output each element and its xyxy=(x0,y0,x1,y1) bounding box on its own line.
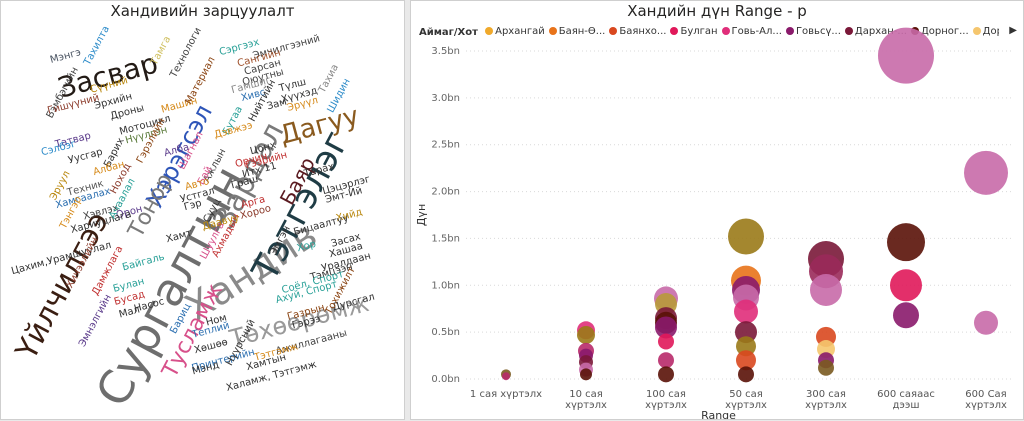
bubble-point xyxy=(736,336,756,357)
x-tick-line: 10 сая xyxy=(569,389,603,400)
chart-title: Хандийн дүн Range - р xyxy=(627,2,807,20)
bubble-point xyxy=(736,350,756,371)
word-cloud: Сургалтын Хандив Тэтгэлэг Үйлчилгээ Зардал За… xyxy=(1,23,406,421)
x-tick-label: 600 саяаас дээш xyxy=(877,389,935,411)
word-cloud-panel: Хандивийн зарцуулалт Сургалтын Хандив Тэтг… xyxy=(0,0,405,420)
legend-item[interactable]: Баян-Ө... xyxy=(548,26,606,37)
x-tick-line: 600 Сая xyxy=(965,389,1006,400)
bubble-point xyxy=(580,368,592,381)
legend-dot-icon xyxy=(548,27,557,35)
bubble-chart: 0.0bn 0.5bn 1.0bn 1.5bn 2.0bn 2.5bn 3.0bn 3.5bn… xyxy=(415,27,1011,419)
legend-item[interactable]: Дархан-... xyxy=(844,26,907,37)
bubble-point xyxy=(738,366,754,383)
bubble-point xyxy=(878,27,934,84)
legend-dot-icon xyxy=(670,27,679,35)
bubble-point xyxy=(974,310,998,335)
word-cloud-word: Зам xyxy=(265,96,289,113)
legend-label: Дархан-... xyxy=(854,26,907,37)
bubble-point xyxy=(655,316,677,339)
word-cloud-word: Материал xyxy=(183,55,218,107)
legend-title: Аймаг/Хот xyxy=(419,26,478,38)
x-tick-line: хүртэлх xyxy=(565,400,607,411)
x-tick-line: хүртэлх xyxy=(645,400,687,411)
legend-label: Архангай xyxy=(495,26,545,37)
legend-item[interactable]: Говь-Ал... xyxy=(721,26,782,37)
word-cloud-word: Мэнгэ xyxy=(48,47,82,66)
x-tick-line: 300 сая xyxy=(806,389,846,400)
legend-label: Булган xyxy=(680,26,718,37)
x-tick-label: 1 сая хүртэлх xyxy=(470,389,542,400)
bubble-point xyxy=(658,366,674,383)
word-cloud-word: Дэвжээ xyxy=(212,120,254,141)
y-tick-label: 0.0bn xyxy=(431,374,460,385)
bubble-point xyxy=(735,321,757,344)
legend-label: Говьсү... xyxy=(795,26,841,37)
legend-dot-icon xyxy=(844,27,853,35)
bubble-point xyxy=(817,340,835,359)
bubble-point xyxy=(893,302,919,329)
word-cloud-word: Эмнэлгийн xyxy=(77,292,114,349)
x-axis-title: Range xyxy=(701,409,736,419)
legend-dot-icon xyxy=(485,27,494,35)
x-tick-label: 300 сая хүртэлх xyxy=(805,389,847,411)
legend-label: Дорнод xyxy=(982,26,999,37)
legend-dot-icon xyxy=(721,27,730,35)
y-tick-label: 1.5bn xyxy=(431,233,460,244)
y-tick-label: 2.5bn xyxy=(431,140,460,151)
bubble-point xyxy=(890,269,922,302)
legend-item[interactable]: Дорнод xyxy=(972,26,999,37)
x-tick-line: 1 сая хүртэлх xyxy=(470,389,542,400)
bubble-point xyxy=(734,299,758,324)
bubble-point xyxy=(964,150,1008,195)
legend-label: Баянхо... xyxy=(619,26,667,37)
y-axis-title: Дүн xyxy=(415,204,428,226)
legend-item[interactable]: Булган xyxy=(670,26,718,37)
x-tick-line: 50 сая xyxy=(729,389,763,400)
x-tick-label: 100 сая хүртэлх xyxy=(645,389,687,411)
x-tick-line: 600 саяаас xyxy=(877,389,935,400)
bubble-chart-panel: Хандийн дүн Range - р Аймаг/Хот Архангай… xyxy=(410,0,1024,420)
bubble-point xyxy=(887,223,925,262)
bubble-point xyxy=(728,218,764,255)
legend-item[interactable]: Архангай xyxy=(485,26,545,37)
legend-dot-icon xyxy=(785,27,794,35)
bubble-point xyxy=(810,273,842,306)
word-cloud-title: Хандивийн зарцуулалт xyxy=(110,2,295,20)
legend-dot-icon xyxy=(972,27,981,35)
y-tick-label: 3.0bn xyxy=(431,93,460,104)
x-tick-line: хүртэлх xyxy=(725,400,767,411)
bubble-point xyxy=(577,325,595,344)
legend-label: Говь-Ал... xyxy=(731,26,782,37)
legend-item[interactable]: Баянхо... xyxy=(609,26,666,37)
x-tick-label: 10 сая хүртэлх xyxy=(565,389,607,411)
x-tick-label: 600 Сая хүртэлх xyxy=(965,389,1007,411)
legend-label: Баян-Ө... xyxy=(558,26,606,37)
legend-label: Дорног... xyxy=(920,26,969,37)
y-tick-label: 1.0bn xyxy=(431,280,460,291)
legend-dot-icon xyxy=(609,27,618,35)
x-tick-line: 100 сая xyxy=(646,389,686,400)
x-tick-line: дээш xyxy=(892,400,919,411)
bubble-point xyxy=(502,372,510,381)
legend-item[interactable]: Говьсү... xyxy=(785,26,841,37)
bubble-point xyxy=(658,333,674,350)
bubble-point xyxy=(818,359,834,376)
y-tick-label: 2.0bn xyxy=(431,187,460,198)
x-tick-line: хүртэлх xyxy=(965,400,1007,411)
x-tick-label: 50 сая хүртэлх xyxy=(725,389,767,411)
x-tick-line: хүртэлх xyxy=(805,400,847,411)
legend-next-arrow-icon[interactable]: ▶ xyxy=(1009,25,1017,36)
bubble-point xyxy=(658,352,674,369)
y-tick-label: 3.5bn xyxy=(431,46,460,57)
y-tick-label: 0.5bn xyxy=(431,327,460,338)
